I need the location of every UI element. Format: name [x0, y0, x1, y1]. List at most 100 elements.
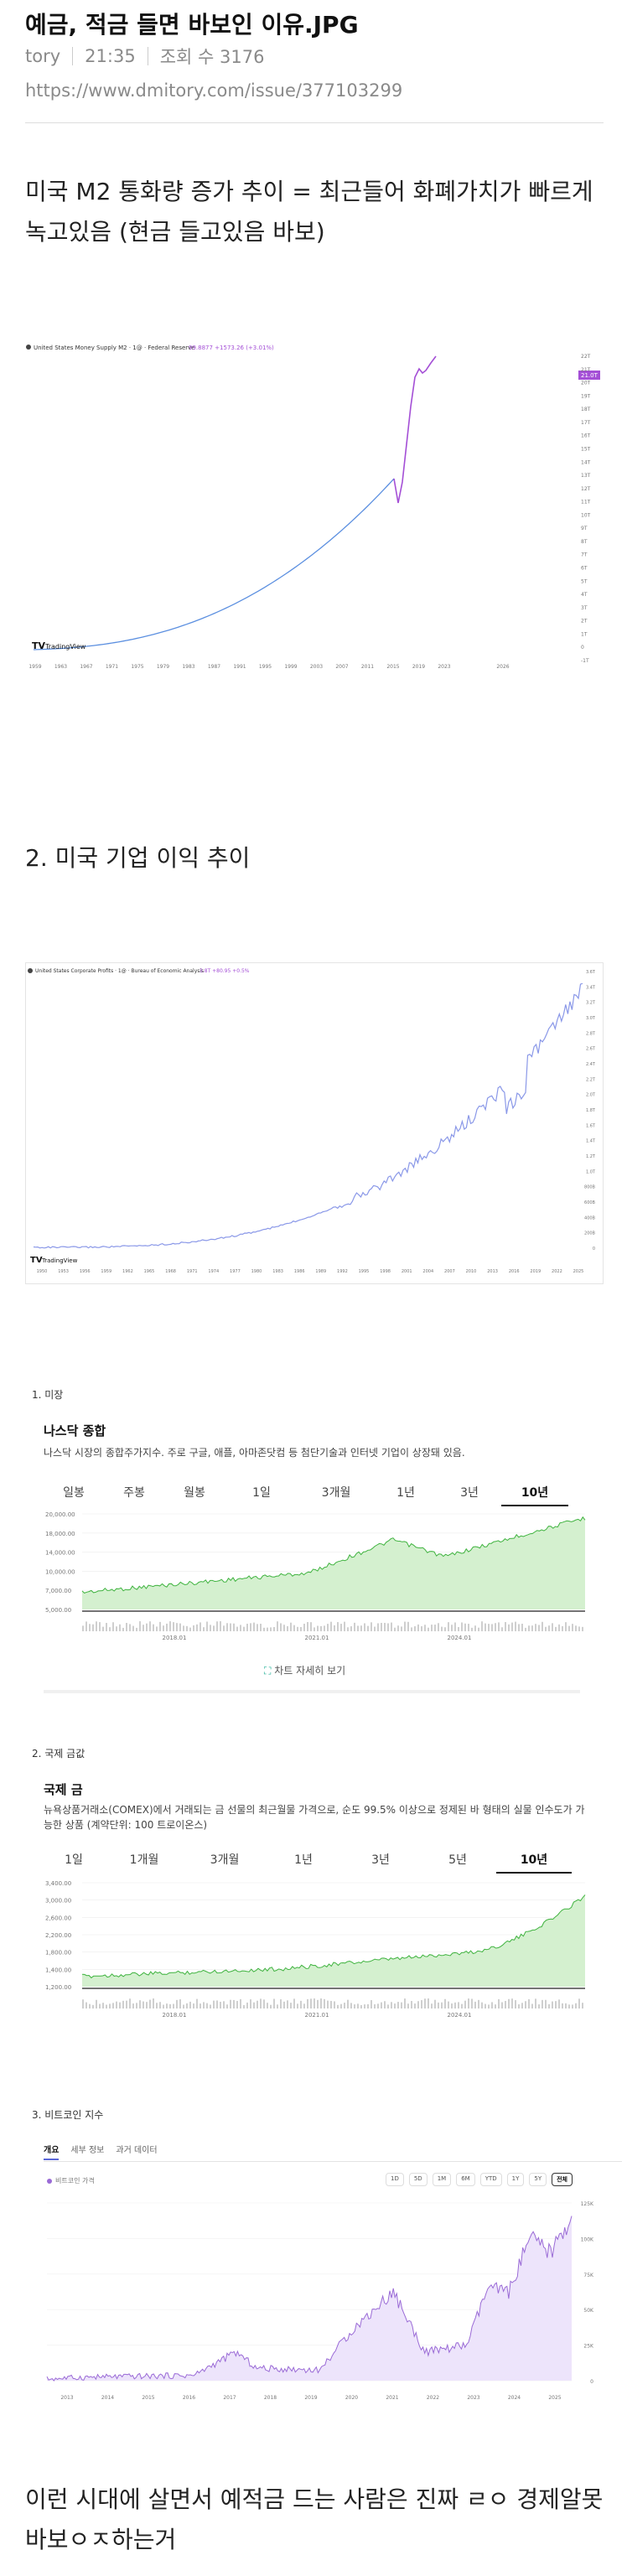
tab-10y[interactable]: 10년 [501, 1484, 568, 1506]
volume-bar [461, 1622, 463, 1631]
range-ytd[interactable]: YTD [479, 2173, 502, 2186]
volume-bar [431, 1625, 433, 1631]
volume-bar [518, 1624, 520, 1631]
volume-bar [293, 1998, 295, 2008]
volume-bar [233, 1999, 235, 2008]
volume-bar [521, 2003, 523, 2008]
volume-bar [260, 1998, 262, 2008]
range-6m[interactable]: 6M [456, 2173, 475, 2186]
volume-bar [555, 1626, 557, 1631]
volume-bar [166, 1623, 168, 1631]
volume-bar [116, 1626, 117, 1631]
tab-1m[interactable]: 1개월 [129, 1853, 159, 1867]
volume-bar [210, 1625, 211, 1631]
volume-bar [438, 1623, 439, 1631]
nasdaq-chart: 20,000.00 18,000.00 14,000.00 10,000.00 7,00… [45, 1511, 586, 1641]
volume-bar [159, 2002, 161, 2008]
tab-1d[interactable]: 1일 [252, 1486, 271, 1500]
volume-bar [367, 2003, 369, 2008]
m2-chart: United States Money Supply M2 · 1@ · Fed… [25, 335, 604, 671]
tab-1y[interactable]: 1년 [294, 1853, 313, 1867]
volume-bar [129, 1624, 131, 1631]
y-tick-label: 13T [581, 473, 591, 479]
range-5y[interactable]: 5Y [529, 2173, 547, 2186]
y-tick-label: 5,000.00 [45, 1607, 71, 1614]
author-name[interactable]: tory [25, 46, 61, 66]
volume-bar [360, 2004, 362, 2008]
volume-bar [458, 1626, 459, 1631]
volume-bar [317, 1999, 319, 2008]
volume-bar [240, 1998, 241, 2008]
volume-bar [82, 1999, 84, 2008]
volume-bar [173, 2003, 174, 2008]
tab-5y[interactable]: 5년 [448, 1853, 467, 1867]
chart-detail-link[interactable]: ⛶ 차트 자세히 보기 [264, 1663, 345, 1677]
volume-bar [360, 1625, 362, 1631]
volume-bar [407, 1621, 409, 1631]
volume-bar [263, 1999, 265, 2008]
bitcoin-chart: 125K 100K 75K 50K 25K 0 2013 2014 2015 2016 2017 2… [46, 2201, 594, 2401]
volume-bar [337, 1622, 339, 1631]
range-5d[interactable]: 5D [408, 2173, 428, 2186]
volume-bar [411, 2001, 412, 2008]
volume-bar [511, 1622, 513, 1631]
x-tick-label: 1971 [187, 1269, 198, 1274]
volume-bar [149, 1999, 151, 2008]
tab-3m[interactable]: 3개월 [321, 1486, 351, 1500]
volume-bar [397, 1625, 399, 1631]
range-1d[interactable]: 1D [386, 2173, 404, 2186]
range-1m[interactable]: 1M [432, 2173, 452, 2186]
x-tick-label: 1995 [259, 664, 272, 670]
tab-overview[interactable]: 개요 [44, 2143, 60, 2160]
tab-1y[interactable]: 1년 [396, 1486, 415, 1500]
tab-3m[interactable]: 3개월 [210, 1853, 240, 1867]
x-tick-label: 1967 [80, 664, 92, 670]
volume-bar [142, 2001, 144, 2008]
volume-bar [173, 1622, 174, 1631]
y-tick-label: 7,000.00 [45, 1588, 71, 1594]
volume-bar [548, 2003, 550, 2008]
volume-bar [518, 2004, 520, 2008]
post-url[interactable]: https://www.dmitory.com/issue/377103299 [25, 80, 403, 101]
y-tick-label: 10,000.00 [45, 1568, 75, 1575]
volume-bar [273, 1998, 275, 2008]
nasdaq-area [82, 1516, 585, 1609]
m2-series-line [33, 478, 395, 650]
volume-bar [122, 1627, 124, 1631]
volume-bar [287, 1625, 288, 1631]
tab-details[interactable]: 세부 정보 [70, 2146, 105, 2155]
tab-10y[interactable]: 10년 [496, 1851, 572, 1874]
tab-weekly[interactable]: 주봉 [123, 1486, 145, 1500]
tab-3y[interactable]: 3년 [460, 1486, 479, 1500]
x-tick-label: 1959 [101, 1269, 111, 1274]
volume-bar [428, 1998, 429, 2008]
tradingview-logo: TV [32, 640, 46, 651]
x-tick-label: 2025 [573, 1269, 584, 1274]
volume-bar [136, 1627, 137, 1631]
x-tick-label: 2025 [548, 2395, 561, 2401]
tab-3y[interactable]: 3년 [371, 1853, 390, 1867]
tab-1d[interactable]: 1일 [65, 1853, 83, 1867]
y-tick-label: 20T [581, 381, 591, 386]
y-tick-label: 2,200.00 [45, 1932, 71, 1939]
y-tick-label: 2.0T [586, 1093, 596, 1098]
x-tick-label: 2015 [142, 2395, 154, 2401]
range-all[interactable]: 전체 [552, 2173, 573, 2186]
expand-icon: ⛶ [264, 1665, 272, 1677]
y-tick-label: 600B [584, 1200, 596, 1205]
tab-history[interactable]: 과거 데이터 [116, 2146, 158, 2155]
volume-bar [236, 1626, 238, 1631]
volume-bar [96, 1999, 97, 2008]
volume-bar [478, 1627, 479, 1631]
y-tick-label: 15T [581, 446, 591, 452]
tradingview-wordmark: TradingView [44, 643, 86, 650]
range-1y[interactable]: 1Y [506, 2173, 525, 2186]
tab-monthly[interactable]: 월봉 [184, 1486, 205, 1500]
tab-daily[interactable]: 일봉 [63, 1486, 85, 1500]
volume-bar [515, 2000, 516, 2008]
volume-bar [210, 2004, 211, 2008]
volume-bar [200, 2003, 201, 2008]
y-tick-label: 14T [581, 459, 591, 465]
volume-bar [374, 1626, 376, 1631]
x-tick-label: 2019 [530, 1269, 541, 1274]
